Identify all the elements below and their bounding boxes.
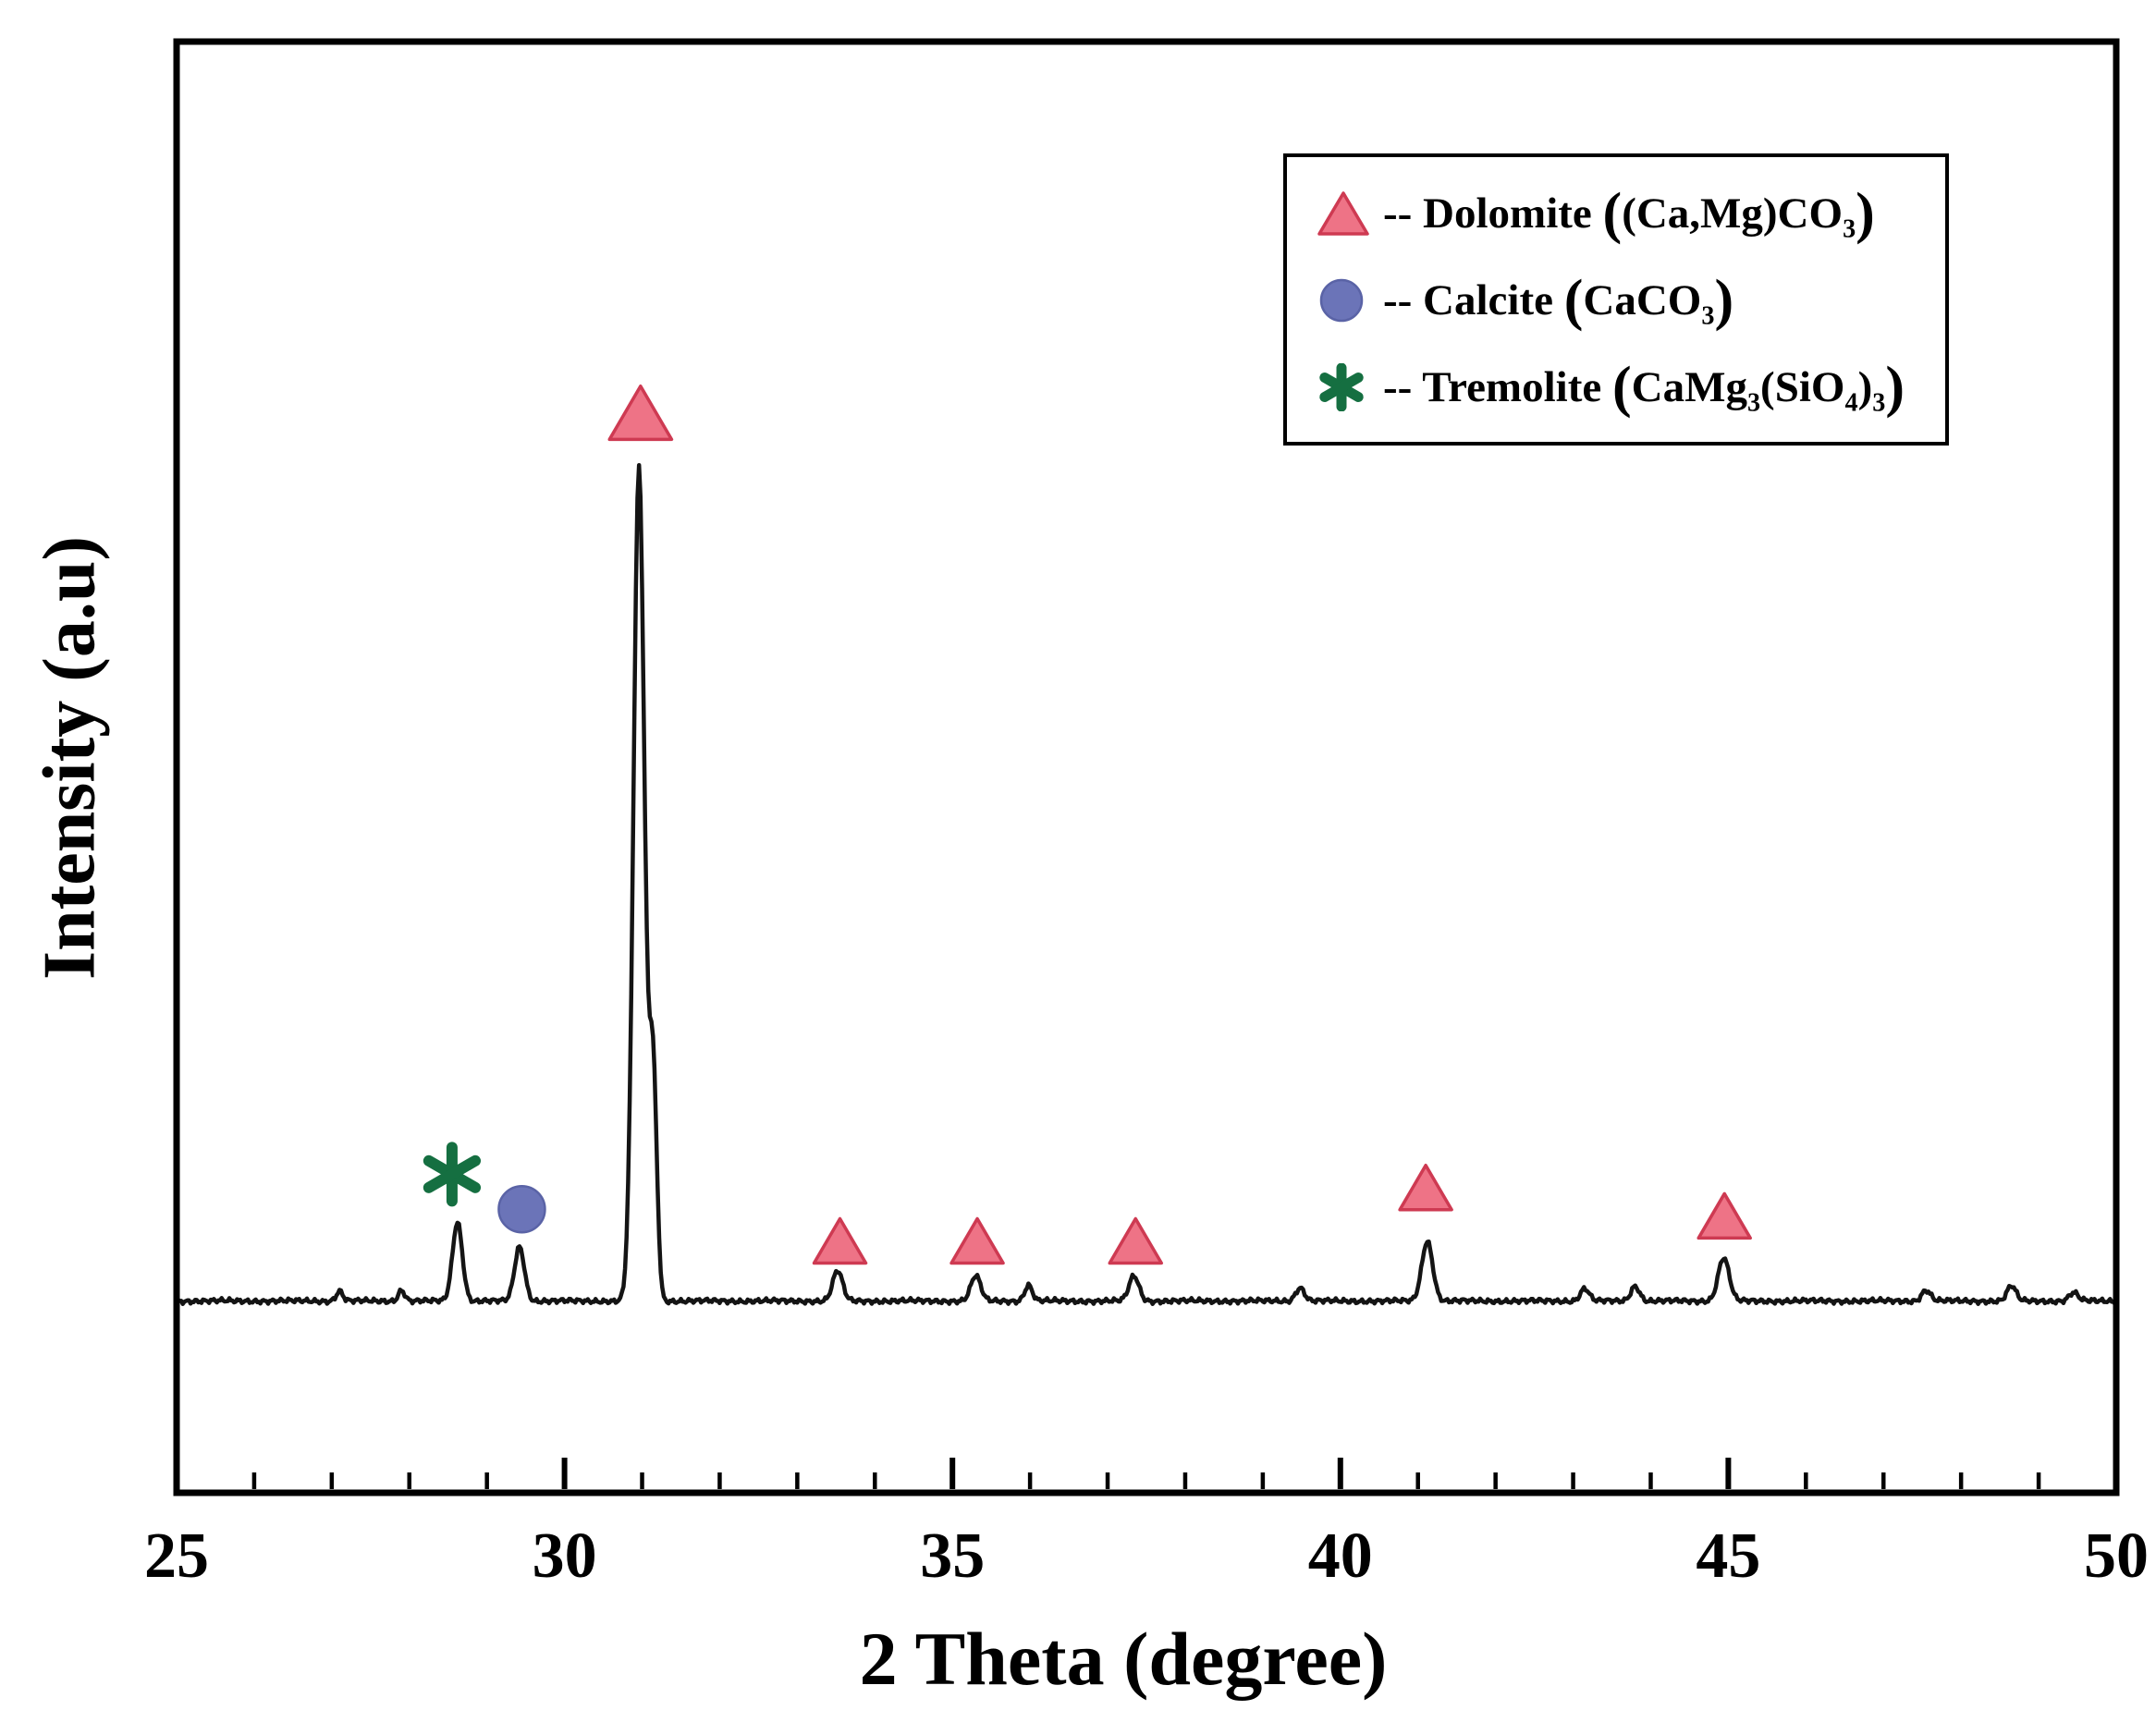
x-tick-label: 25 — [144, 1521, 209, 1592]
legend-item-tremolite: -- Tremolite (CaMg3(SiO4)3) — [1317, 359, 1921, 416]
x-tick-label: 30 — [533, 1521, 597, 1592]
tremolite-asterisk-icon — [1317, 363, 1370, 412]
calcite-circle-icon — [1317, 276, 1370, 324]
plot-frame — [173, 38, 2120, 1496]
dolomite-peak-marker — [1398, 1164, 1453, 1212]
dolomite-peak-marker — [812, 1216, 868, 1265]
dolomite-peak-marker — [949, 1216, 1005, 1265]
x-tick-label: 50 — [2084, 1521, 2149, 1592]
legend-label-tremolite: -- Tremolite (CaMg3(SiO4)3) — [1383, 356, 1905, 420]
legend-label-dolomite: -- Dolomite ((Ca,Mg)CO3) — [1383, 182, 1875, 245]
x-tick-label: 35 — [920, 1521, 985, 1592]
legend-label-calcite: -- Calcite (CaCO3) — [1383, 269, 1734, 333]
dolomite-peak-marker — [1108, 1216, 1164, 1265]
dolomite-peak-marker — [1697, 1191, 1752, 1240]
legend-item-calcite: -- Calcite (CaCO3) — [1317, 272, 1921, 329]
dolomite-peak-marker — [607, 384, 674, 442]
xrd-trace — [175, 462, 2118, 1306]
legend-item-dolomite: -- Dolomite ((Ca,Mg)CO3) — [1317, 185, 1921, 242]
dolomite-triangle-icon — [1317, 189, 1370, 238]
tremolite-peak-marker-arm — [423, 1154, 482, 1193]
x-axis-label: 2 Theta (degree) — [859, 1617, 1388, 1701]
calcite-peak-marker — [497, 1184, 546, 1234]
x-tick-label: 45 — [1696, 1521, 1760, 1592]
legend: -- Dolomite ((Ca,Mg)CO3) -- Calcite (CaC… — [1283, 153, 1949, 446]
x-tick-label: 40 — [1308, 1521, 1373, 1592]
y-axis-label: Intensity (a.u) — [29, 535, 111, 981]
